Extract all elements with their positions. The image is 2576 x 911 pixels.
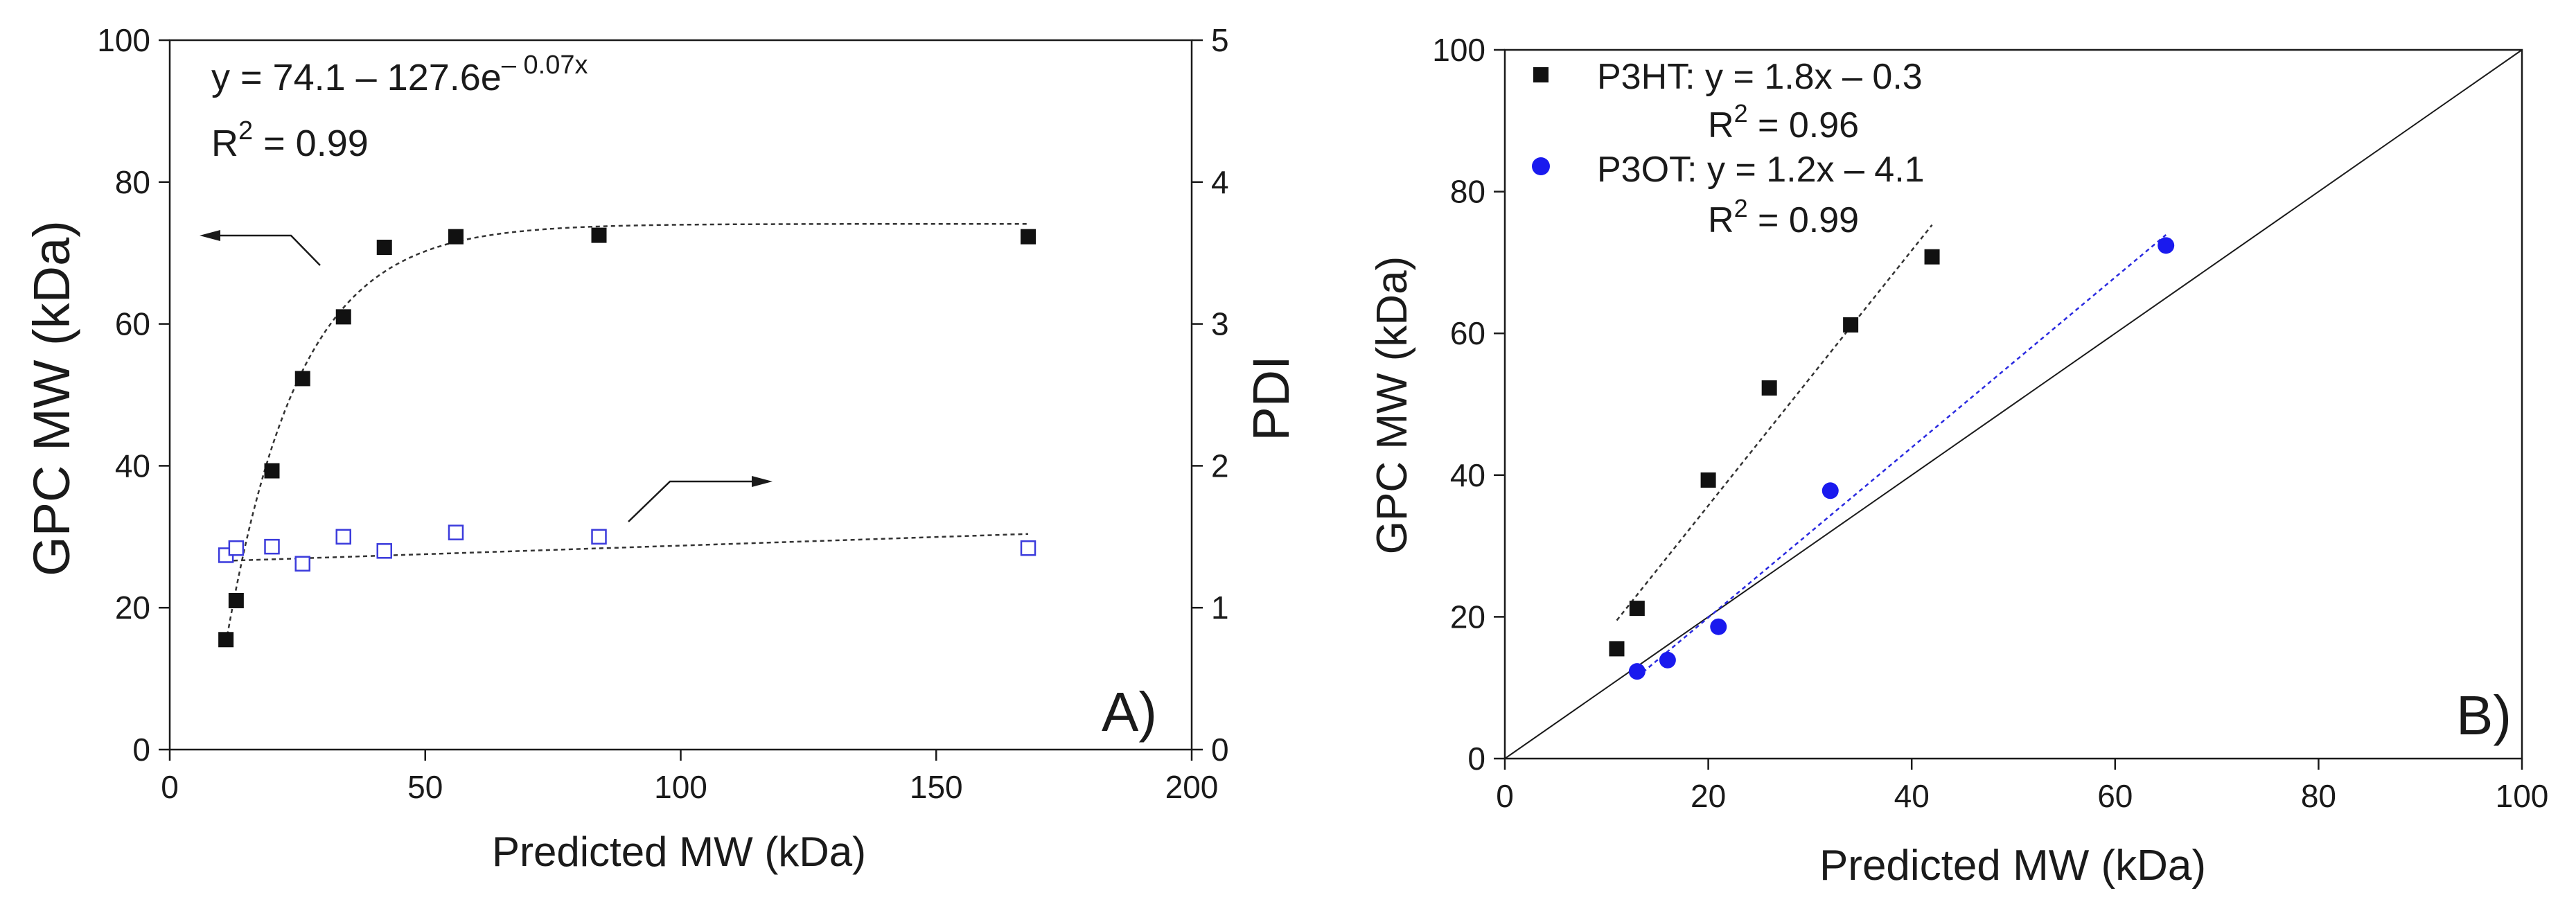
legend-marker-p3ht — [1533, 67, 1549, 82]
right-axis-arrow — [628, 480, 762, 522]
p3ht-point — [1924, 249, 1940, 265]
fit-r-squared: R2 = 0.99 — [211, 116, 369, 164]
panel-b-chart: 0 20 40 60 80 100 0 20 40 60 80 100 P3HT: y = 1.8x … — [1368, 32, 2548, 890]
gpc-mw-point — [218, 632, 234, 648]
legend: P3HT: y = 1.8x – 0.3 R2 = 0.96 P3OT: y =… — [1532, 57, 1925, 240]
pdi-point — [228, 540, 245, 556]
gpc-mw-point — [448, 229, 464, 245]
legend-marker-p3ot — [1532, 157, 1550, 175]
y-tick-label: 80 — [115, 164, 150, 200]
gpc-mw-point — [591, 227, 607, 243]
r-squared-label: R — [211, 123, 238, 164]
y2-tick-label: 1 — [1211, 590, 1229, 626]
y-tick-label: 40 — [115, 448, 150, 484]
y2-tick-label: 3 — [1211, 306, 1229, 342]
y2-axis-label: PDI — [1242, 355, 1300, 441]
y-tick-label: 0 — [132, 732, 150, 768]
p3ht-fit-line — [1616, 224, 1933, 621]
y-tick-label: 100 — [97, 22, 150, 58]
panel-label: B) — [2456, 684, 2512, 746]
y2-tick-label: 4 — [1211, 164, 1229, 200]
x-axis-label: Predicted MW (kDa) — [1819, 842, 2206, 890]
y-tick-label: 20 — [1450, 599, 1485, 635]
legend-r2-p3ot: R2 = 0.99 — [1708, 194, 1859, 240]
p3ht-point — [1700, 472, 1716, 488]
fit-equation-base: y = 74.1 – 127.6e — [211, 57, 502, 98]
x-tick-label: 100 — [2496, 778, 2549, 814]
y-tick-label: 20 — [115, 590, 150, 626]
gpc-mw-point — [264, 463, 280, 479]
p3ht-point — [1609, 641, 1625, 657]
pdi-point — [294, 556, 310, 572]
legend-entry-p3ht: P3HT: y = 1.8x – 0.3 — [1597, 57, 1923, 97]
p3ht-point — [1843, 317, 1859, 333]
pdi-point — [335, 529, 351, 545]
gpc-mw-point — [228, 592, 244, 608]
y2-tick-label: 0 — [1211, 732, 1229, 768]
x-tick-label: 0 — [1496, 778, 1514, 814]
y-tick-label: 40 — [1450, 457, 1485, 493]
y-axis-label: GPC MW (kDa) — [1368, 256, 1416, 555]
y-axis-label: GPC MW (kDa) — [23, 220, 80, 576]
x-tick-label: 150 — [910, 769, 963, 805]
x-axis-label: Predicted MW (kDa) — [492, 829, 866, 875]
y-tick-label: 100 — [1432, 32, 1485, 68]
x-tick-label: 20 — [1691, 778, 1726, 814]
x-tick-label: 80 — [2301, 778, 2336, 814]
y-tick-label: 80 — [1450, 174, 1485, 210]
exponential-fit-line — [224, 222, 1028, 644]
pdi-point — [376, 543, 392, 559]
y-tick-label: 60 — [115, 306, 150, 342]
p3ot-point — [1628, 663, 1646, 680]
y2-tick-label: 2 — [1211, 448, 1229, 484]
pdi-point — [264, 538, 280, 555]
r-squared-exponent: 2 — [238, 116, 253, 145]
plot-frame — [1503, 48, 2523, 760]
legend-entry-p3ot: P3OT: y = 1.2x – 4.1 — [1597, 150, 1925, 190]
x-tick-label: 60 — [2097, 778, 2133, 814]
fit-equation: y = 74.1 – 127.6e– 0.07x — [211, 51, 588, 98]
panel-label: A) — [1102, 681, 1157, 743]
left-axis-arrow — [208, 234, 321, 266]
x-tick-label: 100 — [654, 769, 707, 805]
y-tick-label: 0 — [1467, 741, 1485, 777]
p3ht-point — [1629, 601, 1645, 617]
p3ot-point — [1821, 482, 1839, 499]
x-tick-label: 50 — [407, 769, 443, 805]
pdi-point — [448, 524, 464, 540]
y-tick-label: 60 — [1450, 315, 1485, 351]
r-squared-value: = 0.99 — [253, 123, 369, 164]
p3ot-point — [2158, 237, 2175, 254]
left-axis-arrowhead-icon — [200, 230, 220, 241]
fit-equation-exponent: – 0.07x — [502, 51, 588, 80]
pdi-point — [1020, 540, 1036, 556]
y2-tick-label: 5 — [1211, 22, 1229, 58]
x-tick-label: 0 — [161, 769, 179, 805]
gpc-mw-point — [1021, 229, 1036, 245]
gpc-mw-point — [294, 371, 310, 387]
p3ht-point — [1761, 380, 1777, 396]
pdi-point — [591, 529, 607, 545]
identity-line — [1504, 49, 2523, 759]
x-tick-label: 40 — [1894, 778, 1930, 814]
gpc-mw-point — [376, 240, 392, 256]
p3ot-point — [1659, 651, 1676, 669]
legend-r2-p3ht: R2 = 0.96 — [1708, 99, 1859, 145]
p3ot-fit-line — [1637, 234, 2167, 678]
right-axis-arrowhead-icon — [752, 476, 773, 487]
gpc-mw-point — [335, 309, 351, 325]
x-tick-label: 200 — [1165, 769, 1219, 805]
p3ot-point — [1710, 618, 1727, 635]
